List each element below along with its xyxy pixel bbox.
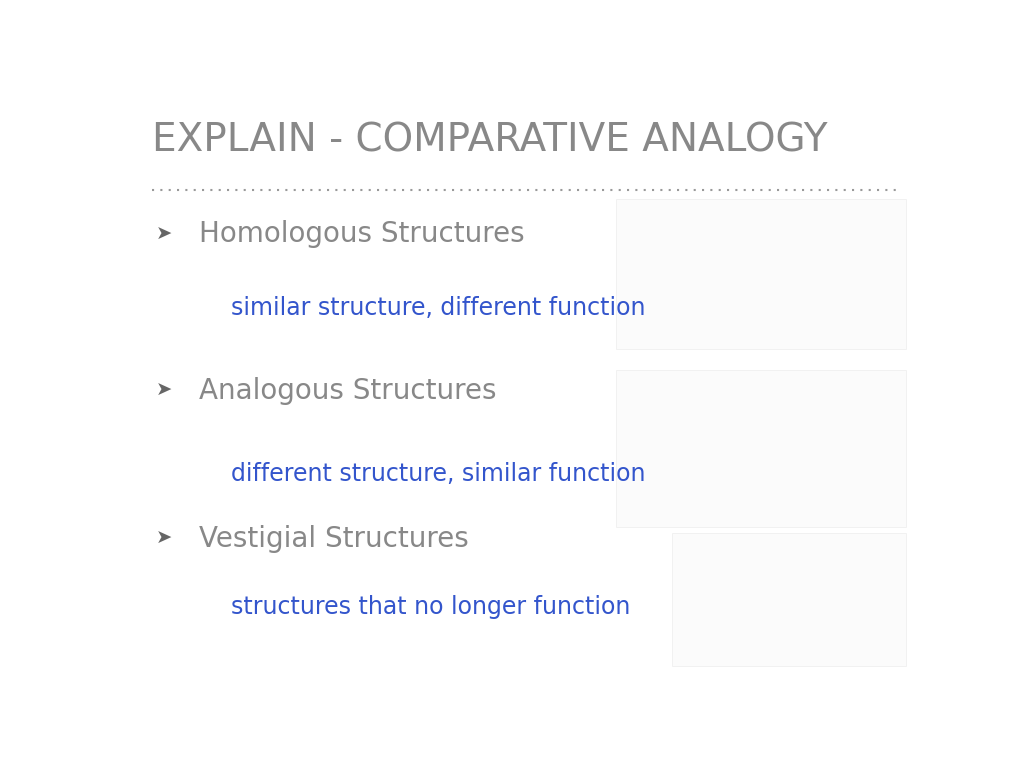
Text: Analogous Structures: Analogous Structures xyxy=(200,377,497,405)
Text: structures that no longer function: structures that no longer function xyxy=(231,594,631,619)
Text: ➤: ➤ xyxy=(156,529,172,548)
Text: ➤: ➤ xyxy=(156,224,172,243)
Bar xyxy=(616,370,906,527)
Text: similar structure, different function: similar structure, different function xyxy=(231,296,646,320)
Bar xyxy=(672,533,906,666)
Text: ➤: ➤ xyxy=(156,381,172,400)
Text: Homologous Structures: Homologous Structures xyxy=(200,220,525,248)
Text: different structure, similar function: different structure, similar function xyxy=(231,462,646,485)
Bar xyxy=(616,199,906,349)
Text: EXPLAIN - COMPARATIVE ANALOGY: EXPLAIN - COMPARATIVE ANALOGY xyxy=(152,121,827,160)
Text: Vestigial Structures: Vestigial Structures xyxy=(200,525,469,553)
